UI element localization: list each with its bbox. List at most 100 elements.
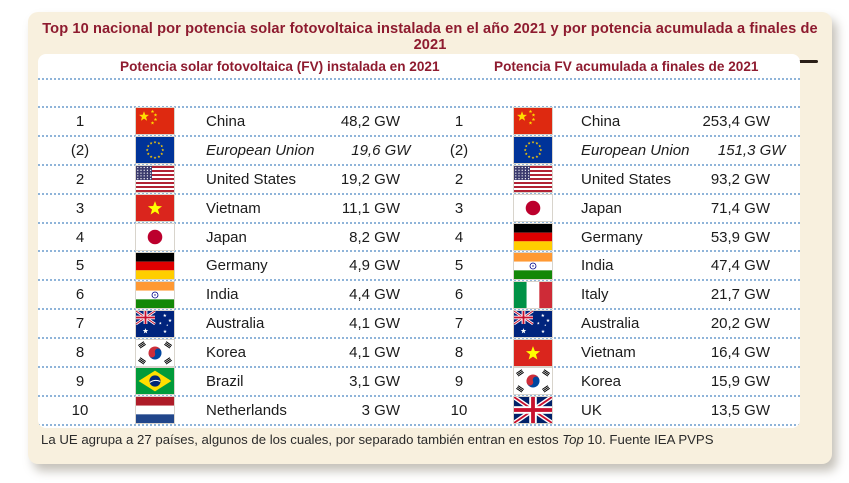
rank-cell: 7 <box>454 315 464 333</box>
country-name: China <box>581 112 621 130</box>
rank-cell: 5 <box>75 257 85 275</box>
capacity-value: 3,1 GW <box>349 372 400 390</box>
rank-cell: 4 <box>75 228 85 246</box>
capacity-value: 13,5 GW <box>710 401 770 419</box>
country-name: European Union <box>206 141 315 159</box>
country-name: Australia <box>206 315 265 333</box>
table-row: 4 Japan 8,2 GW 4 Germany 53,9 GW <box>38 224 800 253</box>
cumulative-entry: 9 Korea 15,9 GW <box>415 368 800 395</box>
rank-cell: 9 <box>454 372 464 390</box>
flag-australia-icon <box>122 310 188 337</box>
rank-cell: 9 <box>75 372 85 390</box>
table-row: 5 Germany 4,9 GW 5 India 47,4 GW <box>38 252 800 282</box>
flag-china-icon <box>122 108 188 135</box>
country-name: Germany <box>206 257 268 275</box>
flag-japan-icon <box>122 224 188 250</box>
table-row: 7 Australia 4,1 GW 7 Australia 20,2 GW <box>38 310 800 340</box>
installed-entry: 2 United States 19,2 GW <box>38 166 415 193</box>
flag-australia-icon <box>503 310 563 337</box>
flag-usa-icon <box>503 166 563 193</box>
table-row: 8 Korea 4,1 GW 8 Vietnam 16,4 GW <box>38 339 800 369</box>
capacity-value: 151,3 GW <box>717 141 786 159</box>
country-name: India <box>581 257 614 275</box>
capacity-value: 11,1 GW <box>341 199 400 217</box>
capacity-value: 19,2 GW <box>340 170 400 188</box>
country-name: India <box>206 286 239 304</box>
installed-entry: 6 India 4,4 GW <box>38 281 415 308</box>
capacity-value: 3 GW <box>361 401 400 419</box>
cumulative-entry: 6 Italy 21,7 GW <box>415 281 800 308</box>
country-name: Brazil <box>206 372 244 390</box>
table-rows: 1 China 48,2 GW 1 China 253,4 GW (2) European… <box>38 108 800 426</box>
installed-entry: 8 Korea 4,1 GW <box>38 339 415 366</box>
flag-china-icon <box>503 108 563 135</box>
installed-entry: 3 Vietnam 11,1 GW <box>38 195 415 222</box>
capacity-value: 15,9 GW <box>710 372 770 390</box>
flag-netherlands-icon <box>122 397 188 424</box>
capacity-value: 4,4 GW <box>349 286 400 304</box>
rank-cell: 8 <box>454 344 464 362</box>
flag-usa-icon <box>122 166 188 193</box>
table-row: 10 Netherlands 3 GW 10 UK 13,5 GW <box>38 397 800 426</box>
cumulative-entry: 8 Vietnam 16,4 GW <box>415 339 800 366</box>
rank-cell: 2 <box>75 170 85 188</box>
capacity-value: 93,2 GW <box>710 170 770 188</box>
country-name: Italy <box>581 286 609 304</box>
table-row: 6 India 4,4 GW 6 Italy 21,7 GW <box>38 281 800 311</box>
capacity-value: 19,6 GW <box>351 141 411 159</box>
column-headers: Potencia solar fotovoltaica (FV) instala… <box>38 54 800 80</box>
rank-cell: 5 <box>454 257 464 275</box>
footnote-text: La UE agrupa a 27 países, algunos de los… <box>41 432 563 447</box>
country-name: Germany <box>581 228 643 246</box>
rank-cell: 1 <box>75 112 85 130</box>
rank-cell: (2) <box>70 141 90 159</box>
cumulative-entry: 4 Germany 53,9 GW <box>415 224 800 251</box>
flag-eu-icon <box>122 137 188 164</box>
flag-japan-icon <box>503 195 563 222</box>
capacity-value: 21,7 GW <box>710 286 770 304</box>
country-name: Australia <box>581 315 640 333</box>
installed-entry: 4 Japan 8,2 GW <box>38 224 415 251</box>
table-row: 3 Vietnam 11,1 GW 3 Japan 71,4 GW <box>38 195 800 224</box>
flag-vietnam-icon <box>503 339 563 366</box>
flag-brazil-icon <box>122 368 188 395</box>
country-name: UK <box>581 401 602 419</box>
capacity-value: 48,2 GW <box>340 112 400 130</box>
capacity-value: 253,4 GW <box>702 112 770 130</box>
table-row: 2 United States 19,2 GW 2 United States 93,2 … <box>38 166 800 195</box>
rank-cell: 1 <box>454 112 464 130</box>
rank-cell: 10 <box>450 401 468 419</box>
country-name: United States <box>581 170 672 188</box>
rank-cell: (2) <box>449 141 469 159</box>
rank-cell: 6 <box>75 286 85 304</box>
capacity-value: 71,4 GW <box>710 199 770 217</box>
cumulative-entry: 1 China 253,4 GW <box>415 108 800 135</box>
flag-india-icon <box>122 281 188 308</box>
country-name: Korea <box>206 344 247 362</box>
spacer-row <box>38 80 800 108</box>
capacity-value: 4,9 GW <box>349 257 400 275</box>
footnote-italic-word: Top <box>562 432 584 447</box>
country-name: Japan <box>206 228 247 246</box>
country-name: Japan <box>581 199 622 217</box>
country-name: Vietnam <box>206 199 261 217</box>
rank-cell: 10 <box>71 401 89 419</box>
flag-vietnam-icon <box>122 195 188 222</box>
cumulative-entry: (2) European Union 151,3 GW <box>415 137 800 164</box>
header-installed-2021: Potencia solar fotovoltaica (FV) instala… <box>120 59 440 74</box>
footnote-source: 10. Fuente IEA PVPS <box>583 432 714 447</box>
page-title: Top 10 nacional por potencia solar fotov… <box>42 21 818 53</box>
capacity-value: 4,1 GW <box>349 315 400 333</box>
rank-cell: 6 <box>454 286 464 304</box>
rank-cell: 4 <box>454 228 464 246</box>
country-name: United States <box>206 170 297 188</box>
infographic-panel: Top 10 nacional por potencia solar fotov… <box>28 12 832 464</box>
installed-entry: 7 Australia 4,1 GW <box>38 310 415 337</box>
flag-india-icon <box>503 252 563 279</box>
flag-germany-icon <box>122 252 188 279</box>
capacity-value: 4,1 GW <box>349 344 400 362</box>
country-name: Korea <box>581 372 622 390</box>
cumulative-entry: 7 Australia 20,2 GW <box>415 310 800 337</box>
capacity-value: 47,4 GW <box>710 257 770 275</box>
installed-entry: 1 China 48,2 GW <box>38 108 415 135</box>
